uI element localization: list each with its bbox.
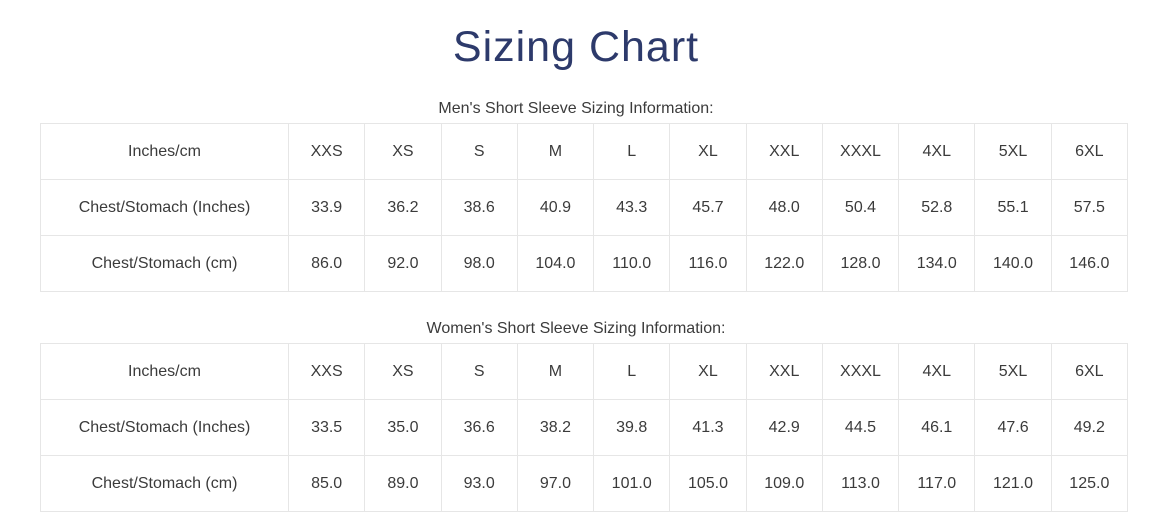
column-header-l: L xyxy=(593,123,671,180)
table-cell: 140.0 xyxy=(974,235,1052,292)
table-cell: 122.0 xyxy=(745,235,823,292)
page-title: Sizing Chart xyxy=(452,23,700,71)
table-cell: 44.5 xyxy=(821,399,900,456)
table-cell: 33.9 xyxy=(287,179,366,236)
table-cell: 57.5 xyxy=(1050,179,1129,236)
column-header-xs: XS xyxy=(364,123,442,180)
column-header-xxs: XXS xyxy=(287,343,366,400)
row-label: Chest/Stomach (cm) xyxy=(40,235,289,292)
table-cell: 98.0 xyxy=(440,235,518,292)
row-label: Chest/Stomach (Inches) xyxy=(40,399,289,456)
womens-header-row: Inches/cm XXS XS S M L XL XXL XXXL 4XL 5… xyxy=(40,343,1129,400)
womens-sizing-table: Inches/cm XXS XS S M L XL XXL XXXL 4XL 5… xyxy=(40,343,1129,512)
mens-sizing-section: Men's Short Sleeve Sizing Information: I… xyxy=(0,100,1152,292)
table-cell: 45.7 xyxy=(669,179,747,236)
table-row-cm: Chest/Stomach (cm) 85.0 89.0 93.0 97.0 1… xyxy=(40,455,1129,512)
column-header-m: M xyxy=(516,123,595,180)
table-cell: 47.6 xyxy=(974,399,1052,456)
table-cell: 49.2 xyxy=(1050,399,1129,456)
table-cell: 33.5 xyxy=(287,399,366,456)
table-cell: 35.0 xyxy=(364,399,442,456)
table-cell: 117.0 xyxy=(898,455,976,512)
row-label: Chest/Stomach (Inches) xyxy=(40,179,289,236)
table-cell: 134.0 xyxy=(898,235,976,292)
column-header-xxxl: XXXL xyxy=(821,123,900,180)
column-header-xxxl: XXXL xyxy=(821,343,900,400)
column-header-xxs: XXS xyxy=(287,123,366,180)
table-cell: 86.0 xyxy=(287,235,366,292)
table-cell: 146.0 xyxy=(1050,235,1129,292)
column-header-l: L xyxy=(593,343,671,400)
mens-table-caption: Men's Short Sleeve Sizing Information: xyxy=(438,100,714,117)
column-header-s: S xyxy=(440,343,518,400)
column-header-xl: XL xyxy=(669,123,747,180)
column-header-inches-cm: Inches/cm xyxy=(40,343,289,400)
table-cell: 116.0 xyxy=(669,235,747,292)
table-row-inches: Chest/Stomach (Inches) 33.9 36.2 38.6 40… xyxy=(40,179,1129,236)
column-header-5xl: 5XL xyxy=(974,343,1052,400)
column-header-4xl: 4XL xyxy=(898,343,976,400)
table-cell: 46.1 xyxy=(898,399,976,456)
column-header-xs: XS xyxy=(364,343,442,400)
table-row-inches: Chest/Stomach (Inches) 33.5 35.0 36.6 38… xyxy=(40,399,1129,456)
table-cell: 101.0 xyxy=(593,455,671,512)
column-header-xxl: XXL xyxy=(745,343,823,400)
table-cell: 41.3 xyxy=(669,399,747,456)
column-header-inches-cm: Inches/cm xyxy=(40,123,289,180)
table-cell: 52.8 xyxy=(898,179,976,236)
womens-table-caption: Women's Short Sleeve Sizing Information: xyxy=(426,320,726,337)
table-cell: 104.0 xyxy=(516,235,595,292)
column-header-5xl: 5XL xyxy=(974,123,1052,180)
table-cell: 109.0 xyxy=(745,455,823,512)
row-label: Chest/Stomach (cm) xyxy=(40,455,289,512)
column-header-xl: XL xyxy=(669,343,747,400)
table-cell: 105.0 xyxy=(669,455,747,512)
column-header-6xl: 6XL xyxy=(1050,123,1129,180)
table-cell: 125.0 xyxy=(1050,455,1129,512)
column-header-s: S xyxy=(440,123,518,180)
table-cell: 89.0 xyxy=(364,455,442,512)
table-cell: 43.3 xyxy=(593,179,671,236)
table-cell: 97.0 xyxy=(516,455,595,512)
table-cell: 110.0 xyxy=(593,235,671,292)
table-cell: 92.0 xyxy=(364,235,442,292)
table-cell: 128.0 xyxy=(821,235,900,292)
table-cell: 55.1 xyxy=(974,179,1052,236)
mens-header-row: Inches/cm XXS XS S M L XL XXL XXXL 4XL 5… xyxy=(40,123,1129,180)
table-cell: 38.2 xyxy=(516,399,595,456)
table-cell: 93.0 xyxy=(440,455,518,512)
column-header-xxl: XXL xyxy=(745,123,823,180)
womens-sizing-section: Women's Short Sleeve Sizing Information:… xyxy=(0,320,1152,512)
table-row-cm: Chest/Stomach (cm) 86.0 92.0 98.0 104.0 … xyxy=(40,235,1129,292)
column-header-6xl: 6XL xyxy=(1050,343,1129,400)
table-cell: 39.8 xyxy=(593,399,671,456)
column-header-m: M xyxy=(516,343,595,400)
table-cell: 36.2 xyxy=(364,179,442,236)
table-cell: 113.0 xyxy=(821,455,900,512)
table-cell: 40.9 xyxy=(516,179,595,236)
table-cell: 85.0 xyxy=(287,455,366,512)
table-cell: 38.6 xyxy=(440,179,518,236)
table-cell: 36.6 xyxy=(440,399,518,456)
table-cell: 48.0 xyxy=(745,179,823,236)
table-cell: 50.4 xyxy=(821,179,900,236)
table-cell: 42.9 xyxy=(745,399,823,456)
column-header-4xl: 4XL xyxy=(898,123,976,180)
table-cell: 121.0 xyxy=(974,455,1052,512)
mens-sizing-table: Inches/cm XXS XS S M L XL XXL XXXL 4XL 5… xyxy=(40,123,1129,292)
